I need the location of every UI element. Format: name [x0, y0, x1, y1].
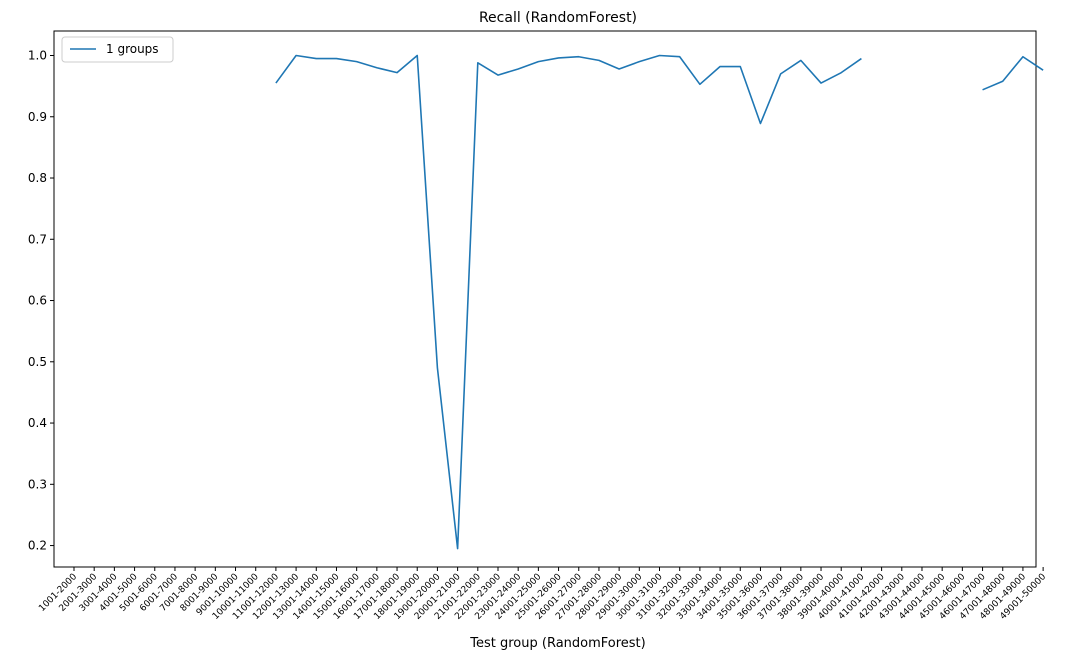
y-tick-label: 0.6	[28, 294, 47, 308]
x-axis: 1001-20002001-30003001-40004001-50005001…	[37, 567, 1048, 622]
legend-label: 1 groups	[106, 42, 159, 56]
y-tick-label: 0.4	[28, 416, 47, 430]
series-line-1-groups	[275, 54, 1044, 550]
series-lines	[275, 54, 1044, 550]
y-tick-label: 0.8	[28, 171, 47, 185]
x-axis-label: Test group (RandomForest)	[469, 636, 645, 651]
chart-title: Recall (RandomForest)	[479, 10, 637, 26]
y-tick-label: 0.5	[28, 355, 47, 369]
y-tick-label: 1.0	[28, 49, 47, 63]
plot-area-frame	[53, 30, 1037, 568]
y-tick-label: 0.3	[28, 477, 47, 491]
legend: 1 groups	[61, 36, 174, 63]
legend-box	[61, 36, 174, 63]
y-tick-label: 0.7	[28, 232, 47, 246]
y-tick-label: 0.2	[28, 539, 47, 553]
y-axis: 0.2 0.3 0.4 0.5 0.6 0.7 0.8 0.9 1.0	[28, 49, 54, 553]
y-tick-label: 0.9	[28, 110, 47, 124]
